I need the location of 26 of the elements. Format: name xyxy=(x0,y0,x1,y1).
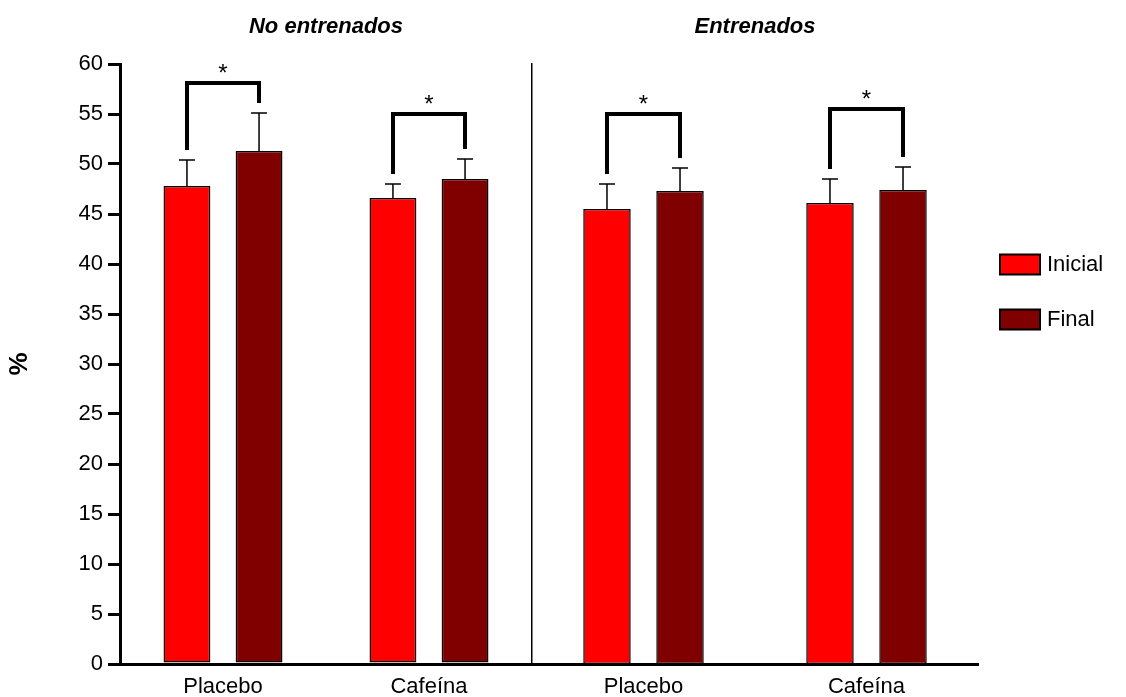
annotation: * xyxy=(861,85,872,112)
y-tick-label: 55 xyxy=(78,100,103,126)
annotation: * xyxy=(424,90,434,117)
x-tick-label: Cafeína xyxy=(827,673,906,697)
chart-title: Entrenados xyxy=(694,13,816,39)
y-tick-label: 60 xyxy=(78,50,103,76)
y-tick-label: 35 xyxy=(78,300,103,326)
y-tick-label: 5 xyxy=(90,600,103,626)
y-tick-label: 45 xyxy=(78,200,103,226)
chart-title: No entrenados xyxy=(248,13,404,39)
x-tick-label: Placebo xyxy=(603,673,684,697)
y-tick-label: 25 xyxy=(78,400,103,426)
y-tick-label: 30 xyxy=(78,350,103,376)
y-tick-label: 20 xyxy=(78,450,103,476)
y-tick-label: 50 xyxy=(78,150,103,176)
y-tick-label: 40 xyxy=(78,250,103,276)
annotation: * xyxy=(218,59,228,86)
y-tick-label: 15 xyxy=(78,500,103,526)
y-tick-label: 0 xyxy=(90,650,103,676)
y-axis-title: % xyxy=(2,352,33,376)
x-tick-label: Placebo xyxy=(183,673,263,697)
legend-label: Inicial xyxy=(1047,250,1104,276)
legend-label: Final xyxy=(1047,305,1095,331)
y-tick-label: 10 xyxy=(78,550,103,576)
x-tick-label: Cafeína xyxy=(390,673,469,697)
annotation: * xyxy=(638,90,649,117)
